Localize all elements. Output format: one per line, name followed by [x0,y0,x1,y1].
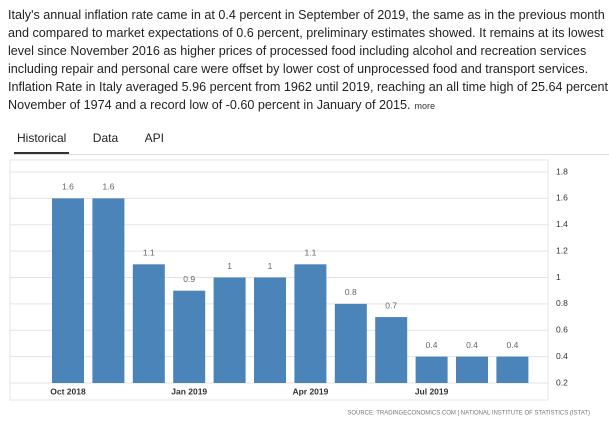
bar [254,277,286,383]
data-label: 0.8 [345,287,357,297]
bar [496,356,529,383]
bar [92,198,125,383]
bar [334,303,367,383]
y-tick-label: 0.6 [556,325,568,335]
data-label: 1.6 [102,182,114,192]
tab[interactable]: API [144,131,164,145]
bar [375,317,408,383]
data-label: 1 [268,261,273,271]
text-line: November of 1974 and a record low of -0.… [8,98,411,112]
y-tick-label: 1.6 [556,193,568,203]
y-tick-label: 1.4 [556,219,568,229]
y-tick-label: 1.8 [556,166,568,176]
data-label: 0.4 [466,340,478,350]
bar [294,264,327,383]
data-label: 0.4 [426,340,438,350]
data-label: 0.9 [183,274,195,284]
x-tick-label: Apr 2019 [292,386,328,396]
description: Italy's annual inflation rate came in at… [8,6,609,115]
y-tick-label: 1.2 [556,245,568,255]
data-label: 1.1 [143,248,155,258]
tab-bar: Historical Data API [14,128,609,155]
text-line: Inflation Rate in Italy averaged 5.96 pe… [8,80,609,94]
plot-frame [9,159,549,401]
data-label: 1.1 [304,248,316,258]
x-tick-label: Jul 2019 [415,386,449,396]
tab[interactable]: Data [92,131,119,145]
more-link[interactable]: more [414,101,436,111]
text-line: Italy's annual inflation rate came in at… [8,8,605,22]
text-line: November of 1974 and a record low of -0.… [8,96,609,115]
bar [173,290,206,383]
source: SOURCE: TRADINGECONOMICS.COM | NATIONAL … [347,411,590,417]
data-label: 1 [227,261,232,271]
y-tick-label: 0.8 [556,298,568,308]
text-line: including repair and personal care were … [8,62,589,76]
bar [213,277,246,383]
bar [52,198,84,383]
x-tick-label: Oct 2018 [50,386,86,396]
text-line: and compared to market expectations of 0… [8,26,604,40]
x-tick-label: Jan 2019 [171,386,207,396]
bar [132,264,165,383]
tab[interactable]: Historical [14,128,70,154]
bar [456,356,488,383]
data-label: 0.4 [506,340,518,350]
bar [415,356,448,383]
y-tick-label: 1 [556,272,561,282]
data-label: 1.6 [62,182,74,192]
y-tick-label: 0.4 [556,351,568,361]
y-tick-label: 0.2 [556,377,568,387]
data-label: 0.7 [385,300,397,310]
text-line: level since November 2016 as higher pric… [8,44,587,58]
